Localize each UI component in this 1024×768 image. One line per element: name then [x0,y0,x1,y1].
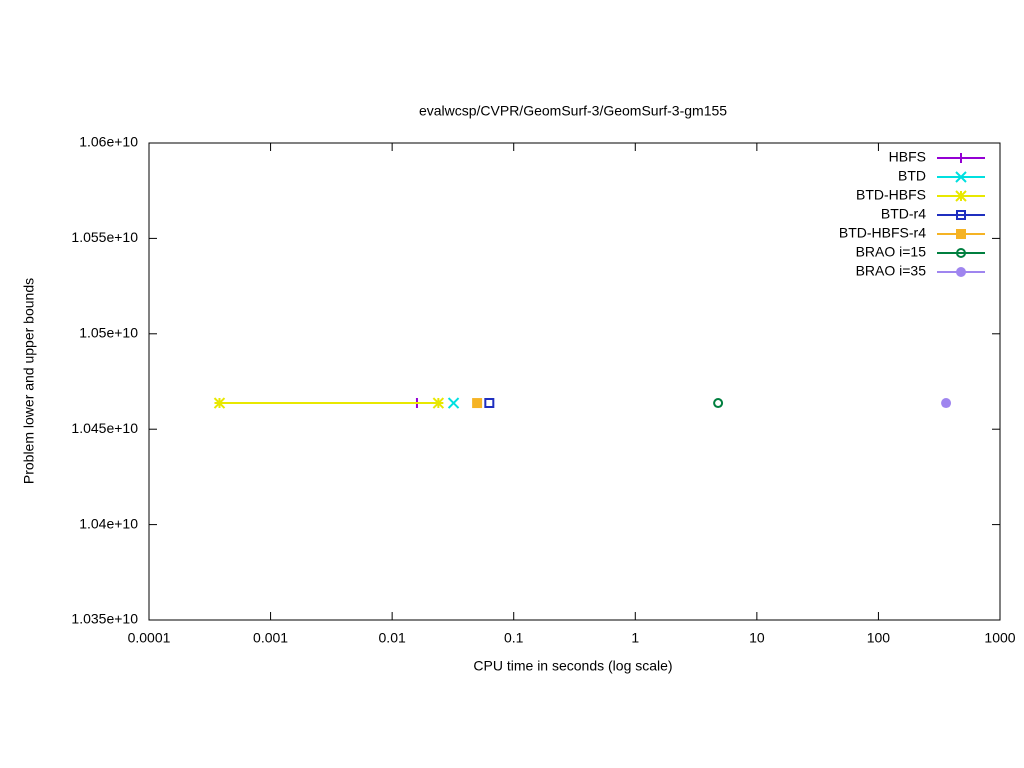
legend-marker [956,229,966,239]
legend-label: BRAO i=35 [856,263,927,279]
x-tick-label: 0.1 [504,630,524,646]
data-point [213,397,226,409]
legend-label: HBFS [889,149,926,165]
legend-marker [955,190,967,202]
y-tick-label: 1.05e+10 [79,325,138,341]
y-tick-label: 1.055e+10 [71,229,138,245]
x-tick-label: 0.0001 [128,630,171,646]
chart-title: evalwcsp/CVPR/GeomSurf-3/GeomSurf-3-gm15… [419,103,727,119]
legend-label: BRAO i=15 [856,244,927,260]
x-tick-label: 0.001 [253,630,288,646]
x-tick-label: 0.01 [379,630,406,646]
y-tick-label: 1.06e+10 [79,134,138,150]
x-tick-label: 10 [749,630,765,646]
data-point [941,398,952,409]
legend-label: BTD [898,168,926,184]
legend-label: BTD-HBFS [856,187,926,203]
y-axis-label: Problem lower and upper bounds [21,278,37,484]
legend-marker [955,248,967,258]
legend-label: BTD-HBFS-r4 [839,225,926,241]
y-tick-label: 1.045e+10 [71,420,138,436]
legend-marker [956,210,966,220]
data-point [484,398,495,409]
plot-frame [148,142,1001,621]
data-point [472,398,483,409]
data-point [447,397,460,409]
x-tick-label: 1 [631,630,639,646]
legend-marker [956,153,966,163]
legend-label: BTD-r4 [881,206,926,222]
legend-marker [956,267,966,277]
x-tick-label: 1000 [984,630,1015,646]
x-axis-label: CPU time in seconds (log scale) [473,658,672,674]
y-tick-label: 1.035e+10 [71,611,138,627]
data-point [713,398,724,409]
y-tick-label: 1.04e+10 [79,515,138,531]
legend-marker [955,171,967,183]
data-point [432,397,445,409]
x-tick-label: 100 [867,630,891,646]
